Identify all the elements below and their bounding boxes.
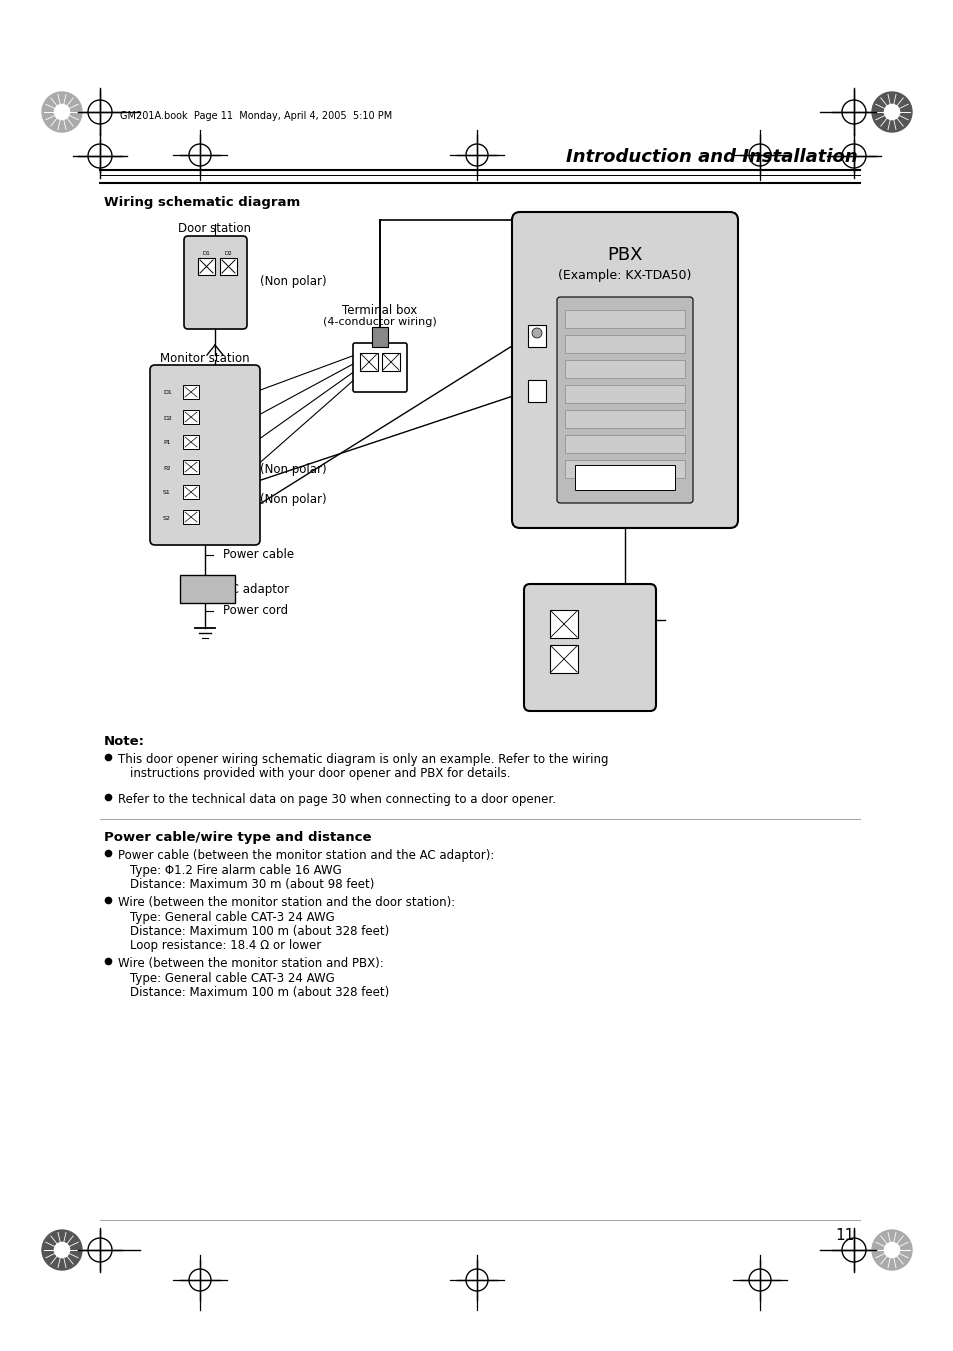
Circle shape bbox=[42, 1229, 82, 1270]
FancyBboxPatch shape bbox=[353, 343, 407, 392]
Text: D1: D1 bbox=[163, 390, 172, 396]
Text: AC adaptor: AC adaptor bbox=[223, 582, 289, 596]
Text: Type: Φ1.2 Fire alarm cable 16 AWG: Type: Φ1.2 Fire alarm cable 16 AWG bbox=[130, 865, 341, 877]
Text: Wiring schematic diagram: Wiring schematic diagram bbox=[104, 196, 300, 209]
Text: P2: P2 bbox=[163, 466, 171, 470]
FancyBboxPatch shape bbox=[184, 236, 247, 330]
Bar bbox=[564, 309, 684, 328]
Text: Type: General cable CAT-3 24 AWG: Type: General cable CAT-3 24 AWG bbox=[130, 911, 335, 924]
Text: (4-conductor wiring): (4-conductor wiring) bbox=[323, 317, 436, 327]
Text: This door opener wiring schematic diagram is only an example. Refer to the wirin: This door opener wiring schematic diagra… bbox=[118, 753, 608, 766]
Bar bbox=[564, 359, 684, 378]
Text: Type: General cable CAT-3 24 AWG: Type: General cable CAT-3 24 AWG bbox=[130, 971, 335, 985]
Text: Power cable: Power cable bbox=[223, 549, 294, 562]
Bar bbox=[183, 485, 199, 499]
Bar bbox=[575, 465, 675, 490]
Circle shape bbox=[883, 104, 899, 120]
Bar bbox=[564, 409, 684, 428]
FancyBboxPatch shape bbox=[150, 365, 260, 544]
Circle shape bbox=[871, 1229, 911, 1270]
Bar bbox=[564, 459, 684, 478]
Text: Distance: Maximum 30 m (about 98 feet): Distance: Maximum 30 m (about 98 feet) bbox=[130, 878, 374, 892]
FancyBboxPatch shape bbox=[512, 212, 738, 528]
Text: instructions provided with your door opener and PBX for details.: instructions provided with your door ope… bbox=[130, 767, 510, 780]
Bar bbox=[550, 611, 578, 638]
Text: 11: 11 bbox=[835, 1228, 854, 1243]
Text: D1: D1 bbox=[202, 251, 210, 255]
Bar bbox=[564, 385, 684, 403]
Text: Power cable (between the monitor station and the AC adaptor):: Power cable (between the monitor station… bbox=[118, 848, 494, 862]
Text: (Non polar): (Non polar) bbox=[260, 276, 326, 289]
Bar bbox=[198, 258, 214, 276]
Text: Terminal box: Terminal box bbox=[342, 304, 417, 317]
Bar bbox=[180, 576, 234, 603]
Text: S1: S1 bbox=[163, 490, 171, 496]
Text: Distance: Maximum 100 m (about 328 feet): Distance: Maximum 100 m (about 328 feet) bbox=[130, 925, 389, 938]
Bar bbox=[183, 409, 199, 424]
Bar bbox=[564, 335, 684, 353]
Text: Monitor station: Monitor station bbox=[160, 353, 250, 365]
Text: (Non polar): (Non polar) bbox=[260, 493, 326, 507]
Bar bbox=[183, 459, 199, 474]
Text: S2: S2 bbox=[163, 516, 171, 520]
Text: Door station: Door station bbox=[178, 222, 252, 235]
Circle shape bbox=[883, 1243, 899, 1258]
Bar bbox=[183, 435, 199, 449]
Bar bbox=[527, 326, 545, 347]
Text: Wire (between the monitor station and PBX):: Wire (between the monitor station and PB… bbox=[118, 957, 383, 970]
Bar bbox=[183, 509, 199, 524]
Circle shape bbox=[54, 104, 70, 120]
Bar bbox=[550, 644, 578, 673]
Bar bbox=[359, 353, 377, 372]
Text: (Example: KX-TDA50): (Example: KX-TDA50) bbox=[558, 269, 691, 281]
Bar bbox=[183, 385, 199, 399]
Text: P1: P1 bbox=[163, 440, 171, 446]
Text: Note:: Note: bbox=[104, 735, 145, 748]
FancyBboxPatch shape bbox=[523, 584, 656, 711]
Bar bbox=[381, 353, 399, 372]
Text: GM201A.book  Page 11  Monday, April 4, 2005  5:10 PM: GM201A.book Page 11 Monday, April 4, 200… bbox=[120, 111, 392, 122]
Circle shape bbox=[42, 92, 82, 132]
Text: Refer to the technical data on page 30 when connecting to a door opener.: Refer to the technical data on page 30 w… bbox=[118, 793, 556, 807]
Text: Distance: Maximum 100 m (about 328 feet): Distance: Maximum 100 m (about 328 feet) bbox=[130, 986, 389, 998]
Bar bbox=[372, 327, 388, 347]
Bar bbox=[220, 258, 236, 276]
FancyBboxPatch shape bbox=[557, 297, 692, 503]
Text: Door opener: Door opener bbox=[566, 605, 639, 617]
Circle shape bbox=[871, 92, 911, 132]
Text: Wire (between the monitor station and the door station):: Wire (between the monitor station and th… bbox=[118, 896, 455, 909]
Text: D2: D2 bbox=[224, 251, 232, 255]
Text: (Non polar): (Non polar) bbox=[260, 463, 326, 477]
Bar bbox=[564, 435, 684, 453]
Text: PBX: PBX bbox=[607, 246, 642, 263]
Text: Power cord: Power cord bbox=[223, 604, 288, 617]
Circle shape bbox=[54, 1243, 70, 1258]
Text: Introduction and Installation: Introduction and Installation bbox=[566, 149, 857, 166]
Circle shape bbox=[532, 328, 541, 338]
Text: D2: D2 bbox=[163, 416, 172, 420]
Text: Loop resistance: 18.4 Ω or lower: Loop resistance: 18.4 Ω or lower bbox=[130, 939, 321, 952]
Text: Power cable/wire type and distance: Power cable/wire type and distance bbox=[104, 831, 371, 844]
Bar bbox=[527, 380, 545, 403]
